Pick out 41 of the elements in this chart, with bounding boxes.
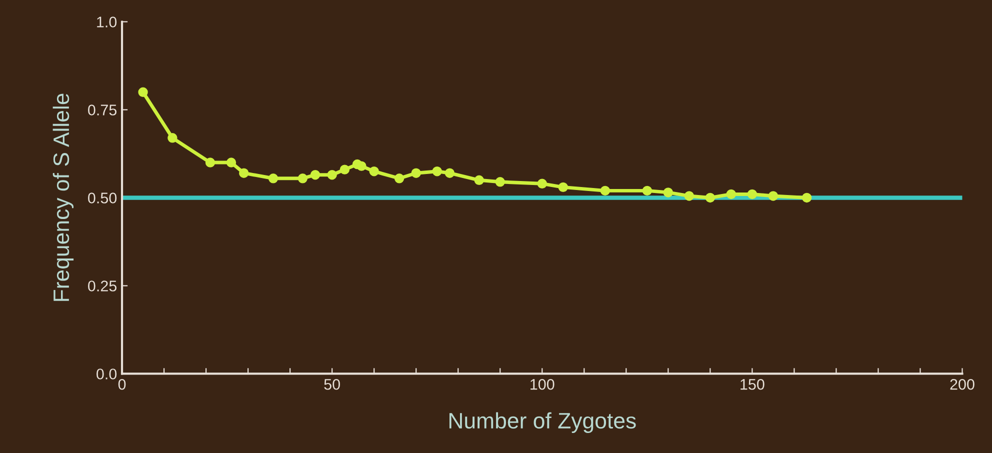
point (138, 87, 148, 97)
y-tick-label: 0.25 (88, 280, 117, 292)
point (495, 177, 505, 187)
point (238, 168, 249, 178)
point (642, 186, 652, 196)
point (558, 182, 568, 192)
point (802, 192, 812, 203)
point (340, 164, 350, 174)
y-tick-label: 0.50 (88, 192, 117, 204)
y-tick-label: 0.75 (88, 104, 117, 116)
point (168, 133, 178, 143)
y-axis-title: Frequency of S Allele (52, 94, 74, 301)
point (327, 170, 337, 180)
point (432, 166, 442, 176)
point (205, 158, 216, 168)
point (537, 178, 547, 189)
x-tick-label: 200 (950, 378, 974, 390)
x-axis-title: Number of Zygotes (449, 412, 636, 433)
point (444, 168, 455, 178)
x-tick-label: 100 (530, 378, 554, 390)
point (663, 188, 674, 198)
point (310, 170, 320, 180)
point (226, 158, 236, 168)
point (411, 168, 421, 178)
point (684, 191, 694, 201)
y-tick-label: 0.0 (96, 368, 117, 380)
point (369, 166, 379, 176)
point (705, 192, 716, 203)
point (747, 189, 758, 200)
point (474, 175, 484, 185)
point (356, 161, 366, 171)
x-tick-label: 150 (740, 378, 764, 390)
point (298, 174, 308, 184)
point (726, 189, 736, 200)
x-tick-label: 0 (118, 378, 126, 390)
y-tick-label: 1.0 (97, 16, 117, 28)
point (268, 174, 278, 184)
point (600, 186, 610, 196)
point (394, 174, 404, 184)
x-tick-label: 50 (324, 378, 340, 390)
point (768, 191, 778, 201)
